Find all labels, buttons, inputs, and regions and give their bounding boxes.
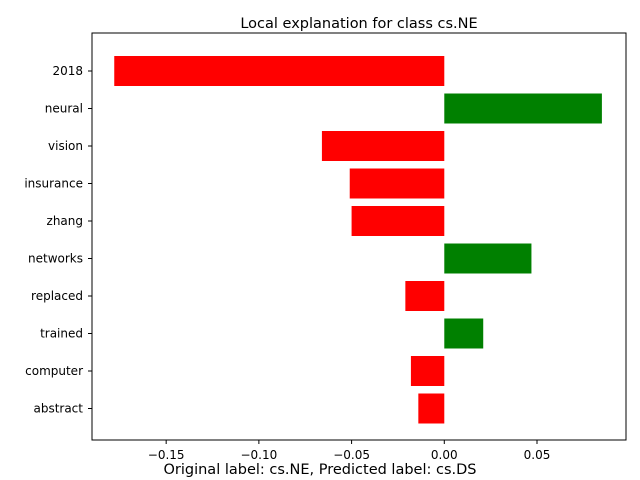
bar-computer xyxy=(410,356,445,386)
y-axis-ticks: 2018 neural vision insurance zhang networks re… xyxy=(24,64,92,416)
bar-networks xyxy=(444,243,532,274)
x-tick-label: 0.05 xyxy=(524,448,551,462)
x-tick-label: −0.15 xyxy=(148,448,185,462)
y-tick-label: trained xyxy=(40,327,83,341)
bar-vision xyxy=(321,131,445,161)
y-tick-label: computer xyxy=(25,364,83,378)
x-tick-label: −0.10 xyxy=(240,448,277,462)
x-tick-label: −0.05 xyxy=(333,448,370,462)
x-axis-ticks: −0.15 −0.10 −0.05 0.00 0.05 xyxy=(148,440,551,462)
bar-replaced xyxy=(405,281,445,311)
bar-2018 xyxy=(114,56,445,86)
y-tick-label: vision xyxy=(48,139,83,153)
y-tick-label: 2018 xyxy=(52,64,83,78)
y-tick-label: networks xyxy=(28,252,83,266)
bar-abstract xyxy=(418,393,445,424)
y-tick-label: insurance xyxy=(24,177,83,191)
plot-frame xyxy=(91,32,627,441)
bars-group xyxy=(114,56,602,424)
bar-trained xyxy=(444,318,484,349)
bar-insurance xyxy=(349,168,445,199)
bar-zhang xyxy=(351,206,445,236)
y-tick-label: zhang xyxy=(47,214,83,228)
y-tick-label: neural xyxy=(45,102,83,116)
chart-title: Local explanation for class cs.NE xyxy=(240,16,477,32)
y-tick-label: replaced xyxy=(31,289,83,303)
x-tick-label: 0.00 xyxy=(431,448,458,462)
chart-caption: Original label: cs.NE, Predicted label: … xyxy=(163,462,476,478)
bar-neural xyxy=(444,93,602,124)
y-tick-label: abstract xyxy=(33,402,83,416)
